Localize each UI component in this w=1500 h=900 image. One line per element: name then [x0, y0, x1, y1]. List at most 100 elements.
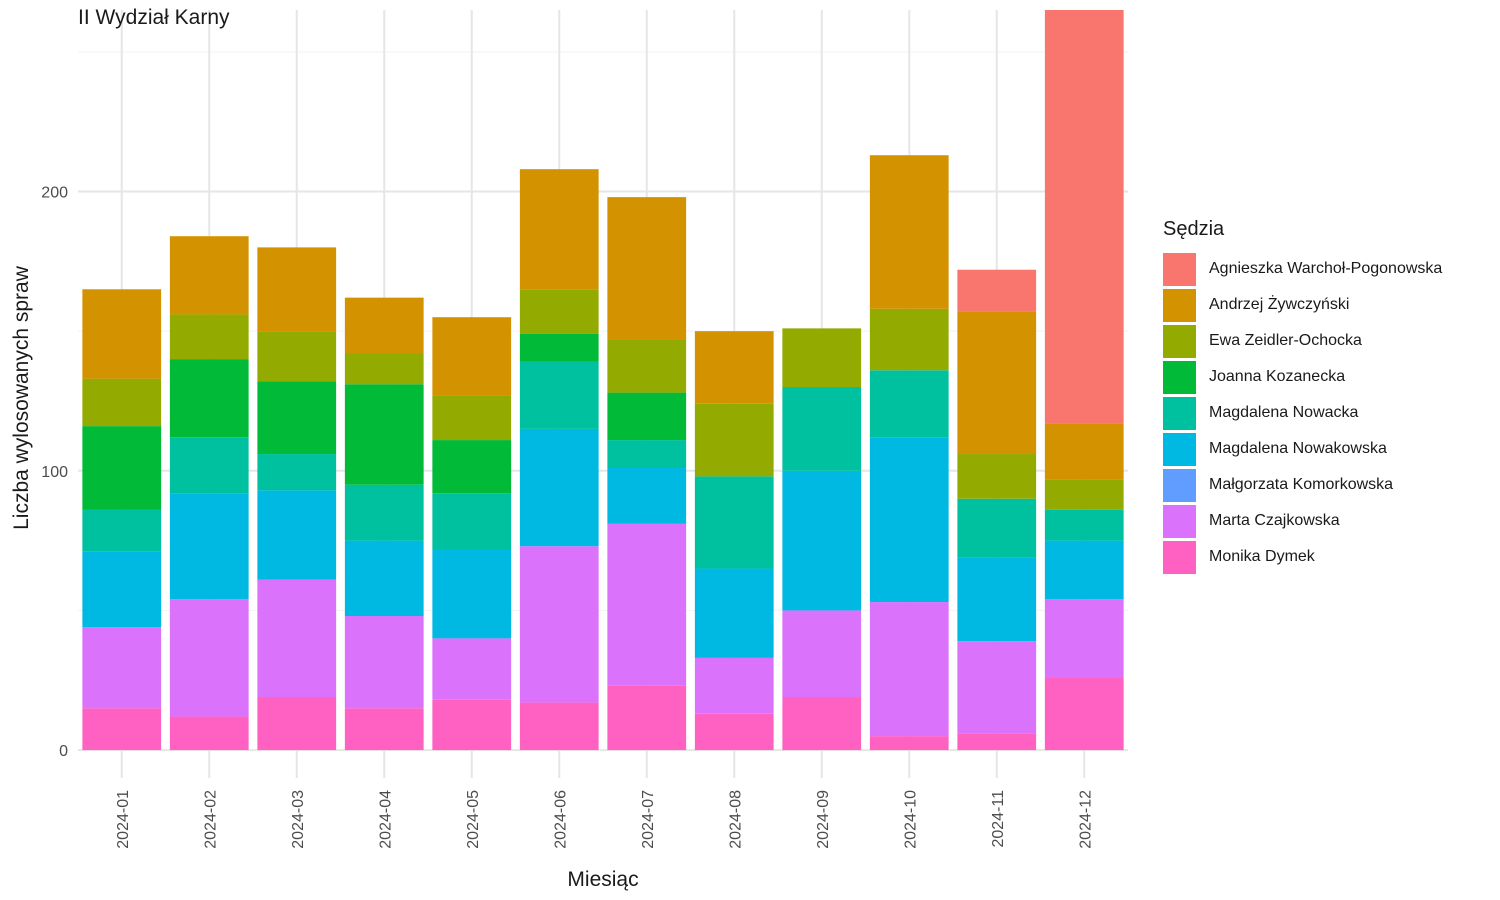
legend-label: Agnieszka Warchoł-Pogonowska: [1209, 260, 1443, 277]
legend-items: Agnieszka Warchoł-Pogonowska Andrzej Żywc…: [1163, 251, 1442, 575]
y-tick-label: 100: [41, 464, 68, 481]
bar-segment: [169, 236, 249, 315]
bar-segment: [169, 599, 249, 717]
x-tick-label: 2024-11: [990, 790, 1007, 848]
bar-segment: [344, 297, 424, 354]
y-tick-label: 200: [41, 185, 68, 202]
bar-segment: [694, 657, 774, 714]
bar-segment: [782, 387, 862, 471]
x-tick-label: 2024-04: [377, 790, 394, 849]
bars: [82, 10, 1124, 751]
x-tick-label: 2024-02: [202, 790, 219, 849]
legend-label: Joanna Kozanecka: [1209, 368, 1346, 385]
legend-label: Marta Czajkowska: [1209, 512, 1340, 529]
legend-title: Sędzia: [1163, 218, 1225, 240]
legend-label: Monika Dymek: [1209, 548, 1315, 565]
bar-segment: [782, 328, 862, 388]
legend-swatch: [1163, 360, 1196, 394]
legend-label: Magdalena Nowakowska: [1209, 440, 1387, 457]
legend-item: Małgorzata Komorkowska: [1163, 467, 1442, 503]
bar-segment: [519, 169, 599, 290]
bar-segment: [957, 641, 1037, 734]
legend-label: Ewa Zeidler-Ochocka: [1209, 332, 1362, 349]
bar-segment: [1044, 10, 1124, 424]
bar-segment: [694, 331, 774, 404]
bar-segment: [257, 247, 337, 332]
bar-segment: [344, 353, 424, 385]
bar-segment: [519, 333, 599, 362]
legend-item: Monika Dymek: [1163, 539, 1442, 575]
legend-label: Andrzej Żywczyński: [1209, 296, 1350, 313]
bar-segment: [607, 440, 687, 469]
legend-item: Agnieszka Warchoł-Pogonowska: [1163, 251, 1442, 287]
bar-segment: [869, 602, 949, 737]
bar-segment: [257, 381, 337, 455]
x-tick-labels: 2024-01 2024-02 2024-03 2024-04 2024-05 2024-…: [115, 790, 1095, 849]
bar-segment: [869, 308, 949, 371]
legend-swatch: [1163, 432, 1196, 466]
x-tick-label: 2024-08: [727, 790, 744, 849]
bar-segment: [257, 490, 337, 580]
bar-segment: [957, 311, 1037, 455]
bar-segment: [519, 428, 599, 547]
bar-segment: [432, 548, 512, 639]
bar-segment: [82, 551, 162, 628]
bar-segment: [1044, 423, 1124, 480]
legend-swatch: [1163, 288, 1196, 322]
bar-segment: [607, 339, 687, 393]
bar-segment: [344, 616, 424, 709]
bar-segment: [169, 716, 249, 751]
bar-segment: [344, 484, 424, 541]
bar-segment: [957, 733, 1037, 751]
bar-segment: [694, 403, 774, 477]
bar-segment: [344, 384, 424, 485]
bar-segment: [1044, 677, 1124, 751]
legend-swatch: [1163, 252, 1196, 286]
x-tick-label: 2024-10: [902, 790, 919, 849]
legend-item: Joanna Kozanecka: [1163, 359, 1442, 395]
x-tick-label: 2024-05: [465, 790, 482, 849]
legend-swatch: [1163, 504, 1196, 538]
bar-segment: [519, 361, 599, 429]
bar-segment: [1044, 599, 1124, 678]
y-axis-label: Liczba wylosowanych spraw: [10, 265, 33, 530]
x-tick-label: 2024-09: [815, 790, 832, 849]
bar-segment: [1044, 479, 1124, 510]
bar-segment: [169, 437, 249, 494]
legend-label: Magdalena Nowacka: [1209, 404, 1359, 421]
x-axis-label: Miesiąc: [567, 868, 638, 891]
bar-segment: [432, 638, 512, 700]
bar-segment: [519, 702, 599, 751]
bar-segment: [957, 454, 1037, 499]
bar-segment: [82, 708, 162, 751]
bar-segment: [169, 314, 249, 360]
y-tick-label: 0: [59, 743, 68, 760]
bar-segment: [694, 568, 774, 658]
bar-segment: [344, 540, 424, 617]
legend-item: Andrzej Żywczyński: [1163, 287, 1442, 323]
bar-segment: [169, 359, 249, 438]
bar-segment: [82, 627, 162, 709]
bar-segment: [432, 699, 512, 751]
legend-swatch: [1163, 540, 1196, 574]
y-tick-labels: 0 100 200: [41, 185, 68, 761]
bar-segment: [519, 546, 599, 703]
bar-segment: [432, 317, 512, 396]
bar-segment: [869, 155, 949, 309]
bar-segment: [607, 468, 687, 524]
bar-segment: [607, 392, 687, 441]
bar-segment: [257, 697, 337, 751]
bar-segment: [432, 395, 512, 441]
x-tick-label: 2024-06: [552, 790, 569, 849]
bar-segment: [519, 289, 599, 334]
bar-segment: [607, 685, 687, 751]
bar-segment: [257, 331, 337, 382]
legend-item: Magdalena Nowakowska: [1163, 431, 1442, 467]
bar-segment: [694, 476, 774, 569]
x-tick-label: 2024-12: [1077, 790, 1094, 849]
x-tick-label: 2024-03: [290, 790, 307, 849]
bar-segment: [82, 426, 162, 510]
bar-segment: [257, 579, 337, 698]
legend: Sędzia Agnieszka Warchoł-Pogonowska Andrz…: [1163, 218, 1442, 575]
